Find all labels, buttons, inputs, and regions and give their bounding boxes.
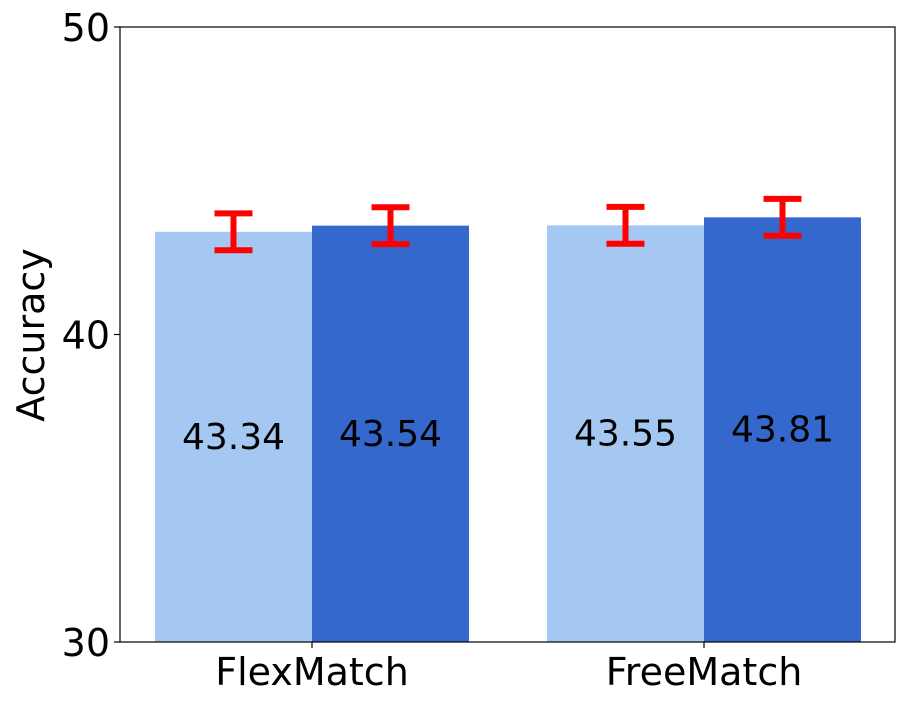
- data-label-flexmatch-series-1: 43.34: [182, 417, 285, 458]
- error-bars-layer: [214, 195, 802, 254]
- data-label-freematch-series-2: 43.81: [731, 410, 834, 451]
- data-label-freematch-series-1: 43.55: [574, 414, 677, 455]
- y-tick-label-50: 50: [62, 6, 110, 50]
- bar-flexmatch-series-2: [312, 225, 469, 642]
- bar-freematch-series-1: [547, 225, 704, 642]
- bar-flexmatch-series-1: [155, 231, 312, 643]
- y-tick-label-30: 30: [62, 621, 110, 665]
- bars-layer: [155, 217, 861, 643]
- data-labels-layer: 43.34 43.54 43.55 43.81: [182, 410, 834, 458]
- y-axis-title: Accuracy: [9, 248, 53, 422]
- y-axis-ticks: 30 40 50: [62, 6, 120, 665]
- y-tick-label-40: 40: [62, 314, 110, 358]
- x-tick-label-flexmatch: FlexMatch: [215, 650, 409, 694]
- x-tick-label-freematch: FreeMatch: [606, 650, 803, 694]
- x-axis-ticks: FlexMatch FreeMatch: [215, 642, 802, 694]
- data-label-flexmatch-series-2: 43.54: [339, 414, 442, 455]
- bar-freematch-series-2: [704, 217, 861, 642]
